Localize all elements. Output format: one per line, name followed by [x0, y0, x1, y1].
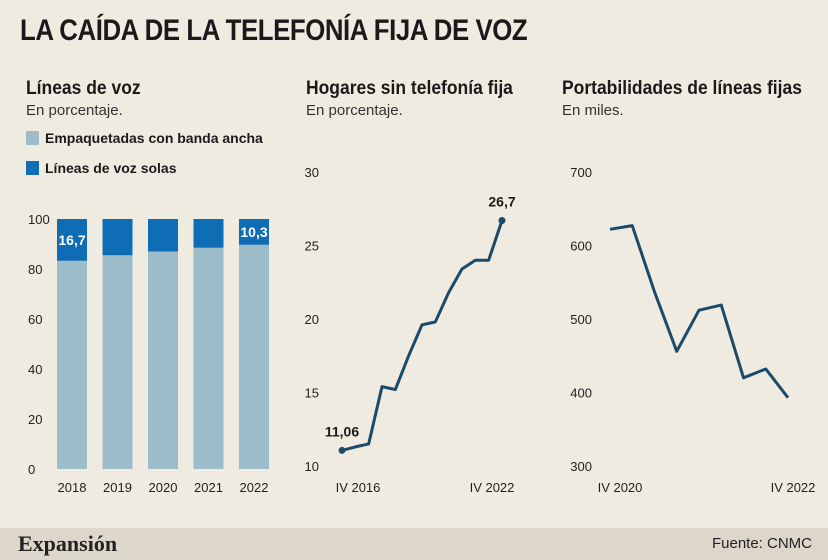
bar-bundled-2019	[102, 255, 133, 469]
bar-y-tick-label: 20	[28, 412, 42, 427]
legend-swatch-bundled	[26, 131, 39, 145]
households-y-tick-label: 10	[305, 459, 319, 474]
bar-y-tick-label: 100	[28, 212, 50, 227]
bar-x-tick-label: 2022	[240, 480, 269, 495]
bar-panel-subtitle: En porcentaje.	[26, 102, 123, 119]
bar-y-tick-label: 80	[28, 262, 42, 277]
bar-x-tick-label: 2021	[194, 480, 223, 495]
bar-panel-title: Líneas de voz	[26, 78, 141, 99]
households-x-tick-label: IV 2022	[470, 480, 515, 495]
households-series-line	[341, 220, 504, 452]
households-panel-title: Hogares sin telefonía fija	[306, 78, 513, 99]
households-y-tick-label: 25	[305, 239, 319, 254]
bar-bundled-2022	[239, 244, 269, 469]
brand-logo: Expansión	[18, 531, 118, 556]
portability-y-tick-label: 400	[570, 386, 592, 401]
legend-item-bundled: Empaquetadas con banda ancha	[26, 130, 263, 146]
bar-bundled-2021	[193, 247, 224, 469]
charts-canvas: 0 20 40 60 80 100 2018 2019 2020 2021 2022 16,7 10,3…	[28, 165, 816, 495]
bar-y-tick-label: 0	[28, 462, 35, 477]
bar-solo-2022	[239, 219, 269, 245]
legend-item-solo: Líneas de voz solas	[26, 160, 177, 176]
households-panel-subtitle: En porcentaje.	[306, 102, 403, 119]
portability-panel-title: Portabilidades de líneas fijas	[562, 78, 802, 99]
households-y-tick-label: 30	[305, 165, 319, 180]
portability-x-tick-label: IV 2020	[598, 480, 643, 495]
legend-label-bundled: Empaquetadas con banda ancha	[45, 130, 263, 146]
bar-solo-2021	[193, 219, 224, 248]
portability-y-tick-label: 600	[570, 239, 592, 254]
legend-swatch-solo	[26, 161, 39, 175]
portability-panel-subtitle: En miles.	[562, 102, 624, 119]
bar-bundled-2018	[57, 260, 87, 469]
portability-y-tick-label: 300	[570, 459, 592, 474]
bar-x-tick-label: 2018	[58, 480, 87, 495]
households-first-point	[338, 446, 346, 454]
bar-solo-2020	[148, 219, 178, 252]
portability-x-tick-label: IV 2022	[771, 480, 816, 495]
source-note: Fuente: CNMC	[711, 535, 812, 552]
legend-label-solo: Líneas de voz solas	[45, 160, 177, 176]
households-y-tick-label: 20	[305, 312, 319, 327]
portability-series-line	[609, 224, 790, 399]
households-first-label: 11,06	[325, 423, 359, 439]
households-last-label: 26,7	[488, 194, 515, 210]
bar-bundled-2020	[148, 251, 178, 469]
bar-x-tick-label: 2020	[149, 480, 178, 495]
bar-x-tick-label: 2019	[103, 480, 132, 495]
bar-solo-2018	[57, 219, 87, 261]
portability-y-tick-label: 500	[570, 312, 592, 327]
bar-data-label: 16,7	[58, 232, 85, 248]
households-last-point	[498, 217, 506, 225]
main-title: LA CAÍDA DE LA TELEFONÍA FIJA DE VOZ	[20, 14, 528, 47]
bar-y-tick-label: 60	[28, 312, 42, 327]
bar-solo-2019	[102, 219, 133, 256]
households-x-tick-label: IV 2016	[336, 480, 381, 495]
footer: Expansión Fuente: CNMC	[0, 528, 828, 560]
portability-y-tick-label: 700	[570, 165, 592, 180]
bar-data-label: 10,3	[240, 224, 267, 240]
households-y-tick-label: 15	[305, 386, 319, 401]
bar-y-tick-label: 40	[28, 362, 42, 377]
